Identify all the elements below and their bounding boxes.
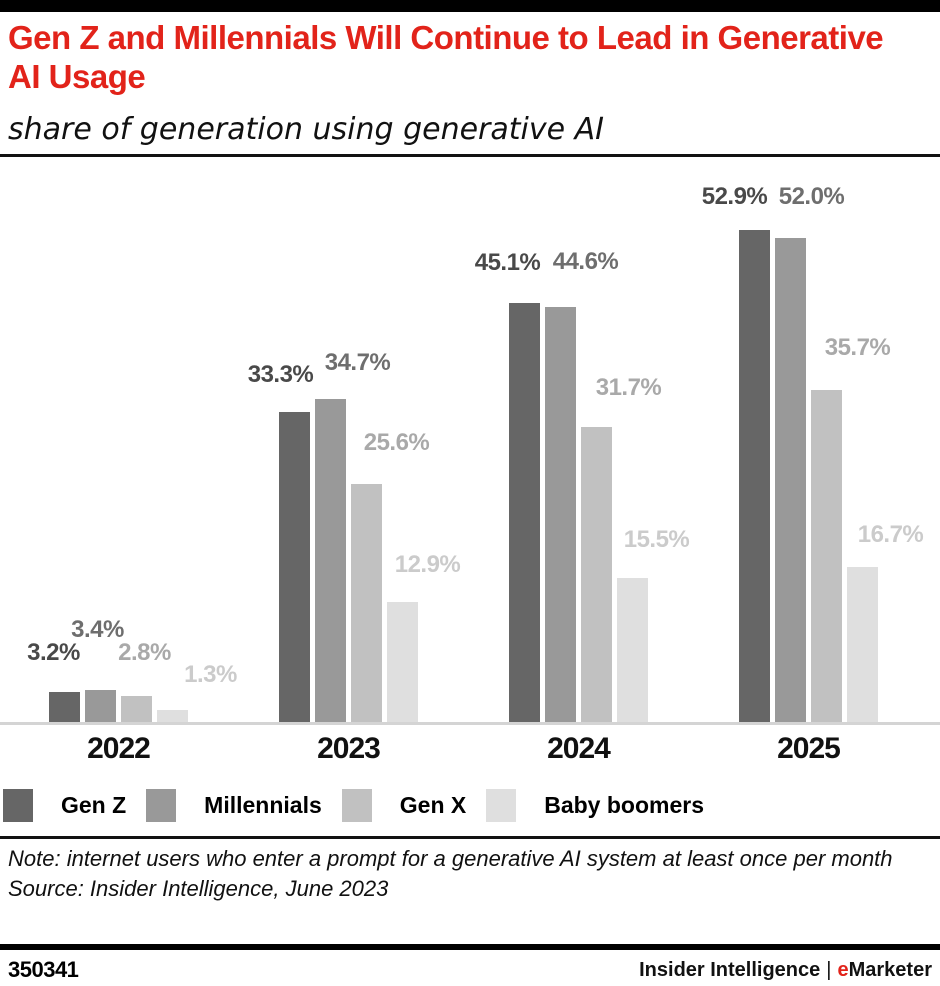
legend-item-gen-z: Gen Z (3, 789, 126, 822)
legend-swatch-gen-z (3, 789, 33, 822)
chart-legend: Gen Z Millennials Gen X Baby boomers (3, 789, 704, 822)
legend-swatch-gen-x (341, 789, 372, 822)
bar-millennials-2023 (315, 399, 346, 722)
bar-baby-boomers-2025 (847, 567, 878, 722)
footer-black-bar (0, 944, 940, 950)
chart-title: Gen Z and Millennials Will Continue to L… (8, 19, 884, 95)
bar-gen-z-2022 (49, 692, 80, 722)
brand-emarketer-rest: Marketer (848, 958, 932, 981)
value-label-baby-boomers-2024: 15.5% (623, 526, 690, 553)
x-tick-2023: 2023 (317, 732, 381, 765)
footer: 350341 Insider Intelligence | eMarketer (8, 956, 932, 984)
legend-label-millennials: Millennials (204, 792, 322, 818)
value-label-gen-x-2022: 2.8% (118, 639, 171, 666)
brand-separator: | (826, 958, 832, 981)
bar-millennials-2024 (545, 307, 576, 722)
bar-chart-plot: 3.2% 3.4% 2.8% 1.3% 33.3% 34.7% 25.6% 12.9% 45.1… (0, 160, 940, 725)
legend-swatch-millennials (146, 789, 177, 822)
value-label-millennials-2024: 44.6% (552, 248, 619, 275)
chart-id: 350341 (8, 957, 79, 982)
x-tick-2024: 2024 (547, 732, 611, 765)
legend-divider (0, 836, 940, 839)
value-label-gen-z-2022: 3.2% (27, 639, 80, 666)
value-label-millennials-2023: 34.7% (324, 349, 391, 376)
note-text: Note: internet users who enter a prompt … (8, 846, 893, 871)
value-label-millennials-2022: 3.4% (71, 616, 124, 643)
legend-label-gen-z: Gen Z (61, 792, 127, 818)
bar-gen-x-2024 (581, 427, 612, 722)
x-tick-2022: 2022 (87, 732, 151, 765)
brand-lockup: Insider Intelligence | eMarketer (639, 959, 932, 982)
value-label-gen-x-2024: 31.7% (595, 374, 662, 401)
subtitle-divider (0, 154, 940, 157)
value-label-baby-boomers-2025: 16.7% (857, 521, 924, 548)
bar-gen-z-2023 (279, 412, 310, 722)
value-label-gen-z-2024: 45.1% (474, 249, 541, 276)
bar-baby-boomers-2022 (157, 710, 188, 722)
legend-item-millennials: Millennials (146, 789, 322, 822)
top-black-bar (0, 0, 940, 12)
value-label-gen-x-2023: 25.6% (363, 429, 430, 456)
value-label-gen-z-2023: 33.3% (247, 361, 314, 388)
value-label-baby-boomers-2023: 12.9% (394, 551, 461, 578)
bar-gen-z-2025 (739, 230, 770, 722)
x-tick-2025: 2025 (777, 732, 841, 765)
value-label-millennials-2025: 52.0% (778, 183, 845, 210)
brand-emarketer-e: e (837, 958, 849, 981)
value-label-gen-x-2025: 35.7% (824, 334, 891, 361)
bar-gen-x-2025 (811, 390, 842, 722)
bar-millennials-2025 (775, 238, 806, 722)
x-axis: 2022 2023 2024 2025 (0, 728, 940, 770)
bar-millennials-2022 (85, 690, 116, 722)
legend-label-baby-boomers: Baby boomers (544, 792, 704, 818)
bar-gen-x-2022 (121, 696, 152, 722)
footnote-block: Note: internet users who enter a prompt … (8, 844, 928, 904)
bar-baby-boomers-2024 (617, 578, 648, 722)
value-label-baby-boomers-2022: 1.3% (184, 661, 237, 688)
bar-gen-x-2023 (351, 484, 382, 722)
chart-subtitle: share of generation using generative AI (8, 112, 604, 147)
brand-insider-intelligence: Insider Intelligence (639, 958, 821, 981)
source-text: Source: Insider Intelligence, June 2023 (8, 876, 389, 901)
legend-item-gen-x: Gen X (341, 789, 467, 822)
legend-swatch-baby-boomers (486, 789, 517, 822)
bar-baby-boomers-2023 (387, 602, 418, 722)
legend-label-gen-x: Gen X (399, 792, 467, 818)
legend-item-baby-boomers: Baby boomers (486, 789, 704, 822)
value-label-gen-z-2025: 52.9% (701, 183, 768, 210)
bar-gen-z-2024 (509, 303, 540, 722)
